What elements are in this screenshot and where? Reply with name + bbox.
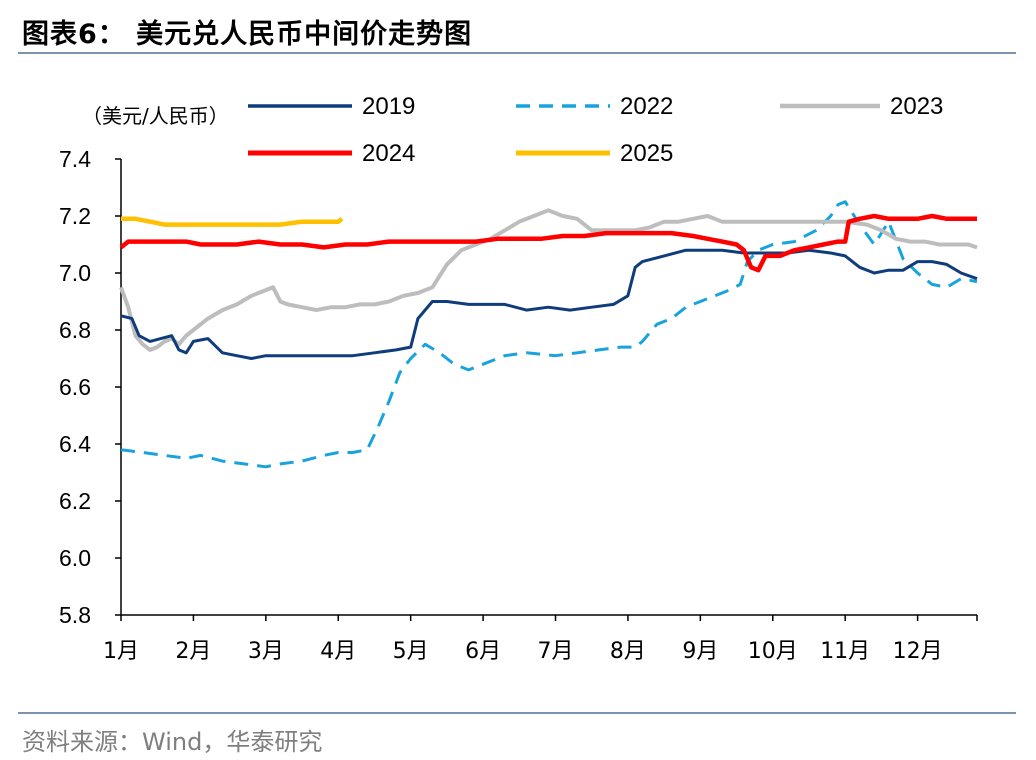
y-tick-label: 6.0 <box>59 545 91 571</box>
legend-label-2023: 2023 <box>890 93 943 120</box>
legend-label-2025: 2025 <box>620 140 673 167</box>
line-chart: （美元/人民币） 2019 2022 2023 2024 2025 5.8 6.0 6.2 6… <box>59 93 978 664</box>
y-tick-label: 6.4 <box>59 431 91 457</box>
series-line-2022 <box>120 200 978 469</box>
y-tick-label: 6.6 <box>59 374 91 400</box>
x-tick-label: 1月 <box>103 639 139 664</box>
legend: 2019 2022 2023 2024 2025 <box>248 93 943 167</box>
x-tick-label: 9月 <box>682 639 718 664</box>
x-tick-label: 7月 <box>538 639 574 664</box>
title-divider <box>18 52 1016 54</box>
axes: 5.8 6.0 6.2 6.4 6.6 6.8 7.0 7.2 7.4 1月 2月 3月 4月 5月 6月 7… <box>59 146 978 664</box>
x-tick-label: 5月 <box>393 639 429 664</box>
y-tick-label: 7.2 <box>59 203 91 229</box>
y-tick-label: 6.8 <box>59 317 91 343</box>
legend-label-2022: 2022 <box>620 93 673 120</box>
x-tick-label: 2月 <box>175 639 211 664</box>
series-layer <box>119 200 978 469</box>
legend-label-2019: 2019 <box>362 93 415 120</box>
y-tick-label: 5.8 <box>59 602 91 628</box>
legend-label-2024: 2024 <box>362 140 415 167</box>
series-line-2019 <box>120 248 978 360</box>
y-tick-label: 7.4 <box>59 146 91 172</box>
x-tick-label: 11月 <box>820 639 870 664</box>
footer-divider <box>18 712 1016 714</box>
x-tick-label: 6月 <box>465 639 501 664</box>
figure-title: 图表6： 美元兑人民币中间价走势图 <box>22 19 473 50</box>
x-tick-label: 4月 <box>320 639 356 664</box>
x-tick-label: 8月 <box>610 639 646 664</box>
y-tick-label: 7.0 <box>59 260 91 286</box>
series-line-2024 <box>119 213 977 273</box>
x-tick-label: 3月 <box>248 639 284 664</box>
source-note: 资料来源：Wind，华泰研究 <box>22 728 323 756</box>
y-unit-label: （美元/人民币） <box>82 104 229 128</box>
series-line-2025 <box>121 216 344 227</box>
x-tick-label: 10月 <box>748 639 798 664</box>
x-tick-label: 12月 <box>893 639 943 664</box>
y-tick-label: 6.2 <box>59 488 91 514</box>
